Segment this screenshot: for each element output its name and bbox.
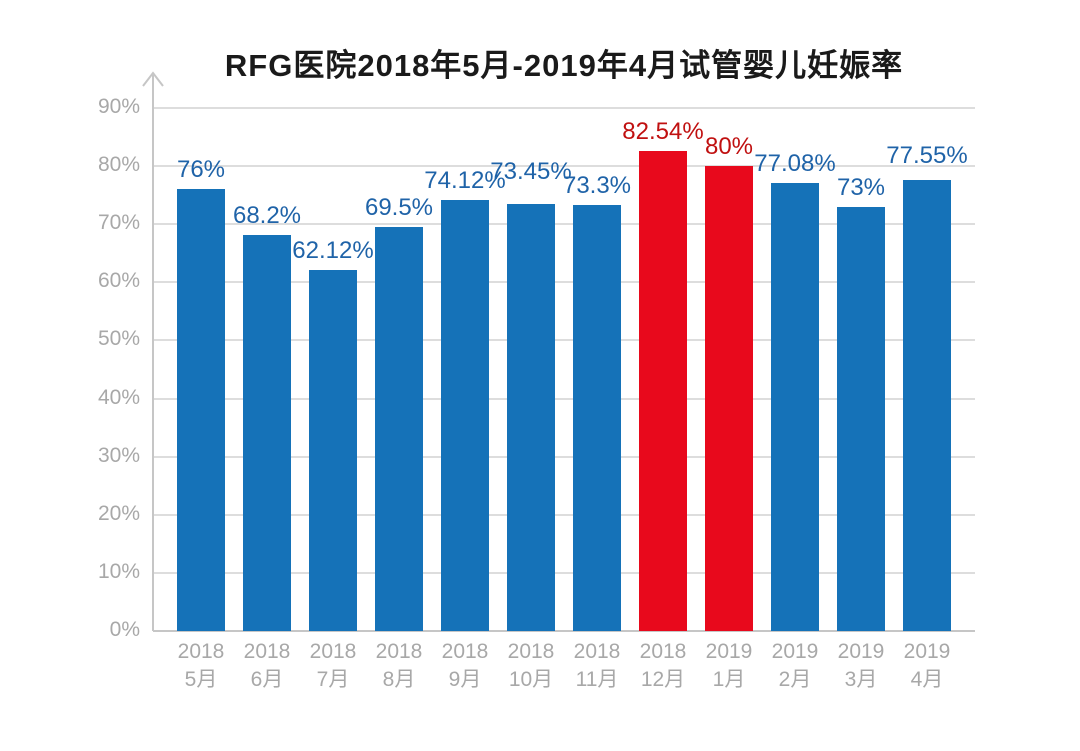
- x-axis-category-label: 2018 8月: [354, 638, 444, 694]
- x-axis-year-label: 2019: [705, 640, 753, 663]
- x-axis-month-label: 2月: [778, 668, 812, 691]
- chart-title: RFG医院2018年5月-2019年4月试管婴儿妊娠率: [224, 48, 904, 83]
- y-axis-tick-label: 70%: [97, 211, 140, 235]
- bar-value-label: 74.12%: [424, 167, 506, 195]
- x-axis-year-label: 2018: [441, 640, 489, 663]
- x-axis-category-label: 2018 11月: [552, 638, 642, 694]
- x-axis-year-label: 2018: [177, 640, 225, 663]
- bar-2019-3月: [837, 206, 885, 631]
- gridline: [153, 281, 975, 284]
- bar-2018-9月: [441, 200, 489, 631]
- bar-value-label: 77.55%: [886, 142, 968, 170]
- bar-value-label: 62.12%: [292, 237, 374, 264]
- y-axis-tick-label: 50%: [97, 327, 140, 351]
- bar-2018-5月: [177, 189, 225, 631]
- x-axis-year-label: 2019: [771, 640, 819, 663]
- x-axis-category-label: 2018 9月: [420, 638, 510, 694]
- gridline: [153, 397, 975, 400]
- bar-2018-8月: [375, 227, 423, 631]
- gridline: [153, 455, 975, 458]
- x-axis-year-label: 2018: [375, 640, 423, 663]
- x-axis-month-label: 9月: [448, 668, 482, 691]
- bar-value-label: 69.5%: [364, 194, 434, 222]
- x-axis-month-label: 6月: [250, 668, 284, 691]
- bar-2019-1月: [705, 166, 753, 631]
- bar-value-label: 73.3%: [562, 172, 632, 200]
- x-axis-year-label: 2018: [309, 640, 357, 663]
- gridline: [153, 165, 975, 168]
- x-axis-category-label: 2019 4月: [882, 638, 972, 694]
- y-axis-tick-label: 20%: [97, 501, 140, 525]
- y-axis-tick-label: 30%: [97, 443, 140, 467]
- bar-2018-7月: [309, 270, 357, 631]
- gridline: [153, 223, 975, 226]
- y-axis-line: [152, 75, 154, 631]
- bar-2019-4月: [903, 180, 951, 631]
- x-axis-year-label: 2018: [573, 640, 621, 663]
- gridline: [153, 107, 975, 109]
- x-axis-category-label: 2018 6月: [222, 638, 312, 694]
- y-axis-tick-label: 10%: [97, 559, 140, 583]
- x-axis-category-label: 2019 2月: [750, 638, 840, 694]
- gridline: [153, 513, 975, 516]
- x-axis-baseline: [153, 630, 975, 632]
- bar-2018-12月: [639, 151, 687, 631]
- y-axis-tick-label: 80%: [97, 153, 140, 177]
- x-axis-category-label: 2018 12月: [618, 638, 708, 694]
- gridline: [153, 339, 975, 342]
- x-axis-year-label: 2018: [243, 640, 291, 663]
- x-axis-month-label: 4月: [910, 668, 944, 691]
- x-axis-month-label: 10月: [508, 668, 554, 691]
- x-axis-year-label: 2019: [903, 640, 951, 663]
- y-axis-arrow-icon: [142, 71, 164, 92]
- bar-value-label: 77.08%: [754, 150, 836, 178]
- bar-value-label: 73.45%: [490, 158, 572, 186]
- x-axis-month-label: 11月: [575, 668, 619, 691]
- x-axis-month-label: 8月: [382, 668, 416, 691]
- bar-value-label: 80%: [704, 133, 754, 161]
- bar-2019-2月: [771, 183, 819, 631]
- bar-value-label: 76%: [176, 156, 226, 184]
- x-axis-month-label: 1月: [712, 668, 746, 691]
- x-axis-month-label: 7月: [316, 668, 350, 691]
- x-axis-category-label: 2019 1月: [684, 638, 774, 694]
- x-axis-year-label: 2018: [639, 640, 687, 663]
- y-axis-tick-label: 0%: [109, 618, 140, 641]
- bar-value-label: 73%: [836, 173, 886, 201]
- x-axis-year-label: 2019: [837, 640, 885, 663]
- x-axis-month-label: 5月: [184, 668, 218, 691]
- y-axis-tick-label: 90%: [97, 95, 140, 118]
- bar-value-label: 82.54%: [622, 118, 704, 146]
- bar-value-label: 68.2%: [232, 201, 302, 229]
- y-axis-tick-label: 60%: [97, 269, 140, 293]
- x-axis-category-label: 2019 3月: [816, 638, 906, 694]
- bar-2018-11月: [573, 205, 621, 631]
- x-axis-category-label: 2018 5月: [156, 638, 246, 694]
- x-axis-year-label: 2018: [507, 640, 555, 663]
- x-axis-month-label: 12月: [640, 668, 686, 691]
- bar-2018-6月: [243, 234, 291, 631]
- x-axis-category-label: 2018 7月: [288, 638, 378, 694]
- bar-2018-10月: [507, 204, 555, 631]
- y-axis-tick-label: 40%: [97, 385, 140, 409]
- x-axis-month-label: 3月: [844, 668, 878, 691]
- x-axis-category-label: 2018 10月: [486, 638, 576, 694]
- gridline: [153, 571, 975, 574]
